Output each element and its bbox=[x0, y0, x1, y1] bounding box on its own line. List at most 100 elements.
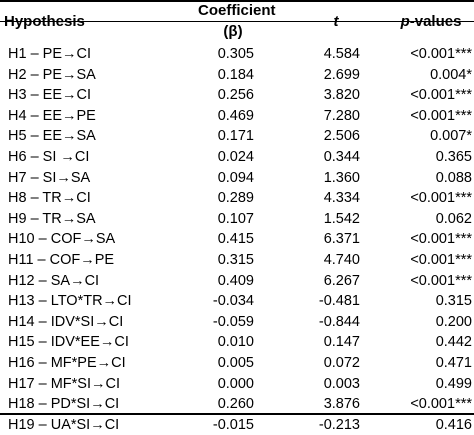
t-value-cell: 6.267 bbox=[323, 272, 360, 289]
hypothesis-cell: H15 – IDV*EE→CI bbox=[8, 334, 129, 351]
p-value-cell: 0.200 bbox=[435, 313, 472, 330]
table-row: H8 – TR→CI 0.289 4.334 <0.001*** bbox=[0, 188, 474, 209]
t-value-cell: 7.280 bbox=[323, 107, 360, 124]
table-row: H7 – SI→SA 0.094 1.360 0.088 bbox=[0, 168, 474, 189]
header-row: Hypothesis Coefficient (β) t p-values bbox=[0, 0, 474, 42]
p-value-cell: 0.062 bbox=[435, 210, 472, 227]
hypothesis-cell: H17 – MF*SI→CI bbox=[8, 375, 120, 392]
t-value-cell: -0.213 bbox=[318, 416, 360, 433]
p-value-cell: 0.499 bbox=[435, 375, 472, 392]
top-rule bbox=[0, 0, 474, 2]
header-rule bbox=[0, 21, 474, 22]
header-p-rest: -values bbox=[409, 12, 462, 30]
hypothesis-cell: H2 – PE→SA bbox=[8, 66, 96, 83]
p-value-cell: <0.001*** bbox=[410, 87, 472, 104]
p-value-cell: 0.004* bbox=[430, 66, 472, 83]
coefficient-cell: 0.184 bbox=[217, 66, 254, 83]
hypothesis-cell: H12 – SA→CI bbox=[8, 272, 100, 289]
coefficient-cell: 0.409 bbox=[217, 272, 254, 289]
t-value-cell: 3.820 bbox=[323, 87, 360, 104]
hypothesis-cell: H8 – TR→CI bbox=[8, 190, 91, 207]
hypothesis-cell: H14 – IDV*SI→CI bbox=[8, 313, 124, 330]
t-value-cell: -0.844 bbox=[318, 313, 360, 330]
coefficient-cell: 0.415 bbox=[217, 231, 254, 248]
p-value-cell: <0.001*** bbox=[410, 396, 472, 413]
header-coefficient: Coefficient (β) bbox=[198, 2, 276, 40]
table-row: H14 – IDV*SI→CI -0.059 -0.844 0.200 bbox=[0, 312, 474, 333]
hypothesis-cell: H1 – PE→CI bbox=[8, 46, 91, 62]
table-row: H16 – MF*PE→CI 0.005 0.072 0.471 bbox=[0, 353, 474, 374]
p-value-cell: <0.001*** bbox=[410, 46, 472, 62]
coefficient-cell: 0.260 bbox=[217, 396, 254, 413]
t-value-cell: 4.584 bbox=[323, 46, 360, 62]
p-value-cell: <0.001*** bbox=[410, 272, 472, 289]
bottom-rule bbox=[0, 413, 474, 415]
t-value-cell: 4.740 bbox=[323, 251, 360, 268]
table-row: H3 – EE→CI 0.256 3.820 <0.001*** bbox=[0, 85, 474, 106]
t-value-cell: 1.542 bbox=[323, 210, 360, 227]
p-value-cell: <0.001*** bbox=[410, 107, 472, 124]
table-row: H6 – SI →CI 0.024 0.344 0.365 bbox=[0, 147, 474, 168]
hypothesis-cell: H9 – TR→SA bbox=[8, 210, 96, 227]
table-row: H13 – LTO*TR→CI -0.034 -0.481 0.315 bbox=[0, 291, 474, 312]
coefficient-cell: 0.469 bbox=[217, 107, 254, 124]
hypothesis-cell: H7 – SI→SA bbox=[8, 169, 91, 186]
p-value-cell: 0.416 bbox=[435, 416, 472, 433]
table-row: H1 – PE→CI 0.305 4.584 <0.001*** bbox=[0, 42, 474, 65]
p-value-cell: <0.001*** bbox=[410, 231, 472, 248]
t-value-cell: 1.360 bbox=[323, 169, 360, 186]
table-row: H5 – EE→SA 0.171 2.506 0.007* bbox=[0, 126, 474, 147]
hypothesis-cell: H4 – EE→PE bbox=[8, 107, 96, 124]
table-row: H18 – PD*SI→CI 0.260 3.876 <0.001*** bbox=[0, 394, 474, 415]
hypothesis-cell: H5 – EE→SA bbox=[8, 128, 96, 145]
p-value-cell: 0.365 bbox=[435, 148, 472, 165]
table-row: H2 – PE→SA 0.184 2.699 0.004* bbox=[0, 65, 474, 86]
p-value-cell: 0.471 bbox=[435, 354, 472, 371]
coefficient-cell: 0.305 bbox=[217, 46, 254, 62]
coefficient-cell: -0.034 bbox=[212, 293, 254, 310]
table-row: H19 – UA*SI→CI -0.015 -0.213 0.416 bbox=[0, 415, 474, 435]
header-t: t bbox=[333, 12, 339, 30]
hypothesis-cell: H3 – EE→CI bbox=[8, 87, 91, 104]
hypothesis-cell: H11 – COF→PE bbox=[8, 251, 115, 268]
coefficient-cell: 0.289 bbox=[217, 190, 254, 207]
t-value-cell: 0.344 bbox=[323, 148, 360, 165]
t-value-cell: 4.334 bbox=[323, 190, 360, 207]
table-row: H9 – TR→SA 0.107 1.542 0.062 bbox=[0, 209, 474, 230]
t-value-cell: 6.371 bbox=[323, 231, 360, 248]
p-value-cell: <0.001*** bbox=[410, 190, 472, 207]
table-row: H15 – IDV*EE→CI 0.010 0.147 0.442 bbox=[0, 332, 474, 353]
t-value-cell: -0.481 bbox=[318, 293, 360, 310]
coefficient-cell: -0.059 bbox=[212, 313, 254, 330]
p-value-cell: <0.001*** bbox=[410, 251, 472, 268]
p-value-cell: 0.088 bbox=[435, 169, 472, 186]
p-value-cell: 0.315 bbox=[435, 293, 472, 310]
hypothesis-cell: H6 – SI →CI bbox=[8, 148, 90, 165]
t-value-cell: 2.699 bbox=[323, 66, 360, 83]
coefficient-cell: 0.000 bbox=[217, 375, 254, 392]
p-value-cell: 0.007* bbox=[430, 128, 472, 145]
table-row: H17 – MF*SI→CI 0.000 0.003 0.499 bbox=[0, 374, 474, 395]
hypothesis-cell: H19 – UA*SI→CI bbox=[8, 416, 120, 433]
hypothesis-cell: H16 – MF*PE→CI bbox=[8, 354, 126, 371]
coefficient-cell: 0.024 bbox=[217, 148, 254, 165]
table-body: H1 – PE→CI 0.305 4.584 <0.001*** H2 – PE→SA 0… bbox=[0, 42, 474, 435]
hypothesis-cell: H13 – LTO*TR→CI bbox=[8, 293, 132, 310]
table-row: H4 – EE→PE 0.469 7.280 <0.001*** bbox=[0, 106, 474, 127]
coefficient-cell: 0.010 bbox=[217, 334, 254, 351]
coefficient-cell: 0.107 bbox=[217, 210, 254, 227]
coefficient-cell: 0.005 bbox=[217, 354, 254, 371]
header-hypothesis: Hypothesis bbox=[4, 12, 85, 30]
coefficient-cell: 0.315 bbox=[217, 251, 254, 268]
header-p-italic: p bbox=[400, 12, 410, 30]
t-value-cell: 0.147 bbox=[323, 334, 360, 351]
p-value-cell: 0.442 bbox=[435, 334, 472, 351]
t-value-cell: 3.876 bbox=[323, 396, 360, 413]
hypothesis-cell: H18 – PD*SI→CI bbox=[8, 396, 120, 413]
coefficient-cell: -0.015 bbox=[212, 416, 254, 433]
table-row: H10 – COF→SA 0.415 6.371 <0.001*** bbox=[0, 229, 474, 250]
header-p-values: p-values bbox=[374, 0, 474, 42]
t-value-cell: 0.003 bbox=[323, 375, 360, 392]
